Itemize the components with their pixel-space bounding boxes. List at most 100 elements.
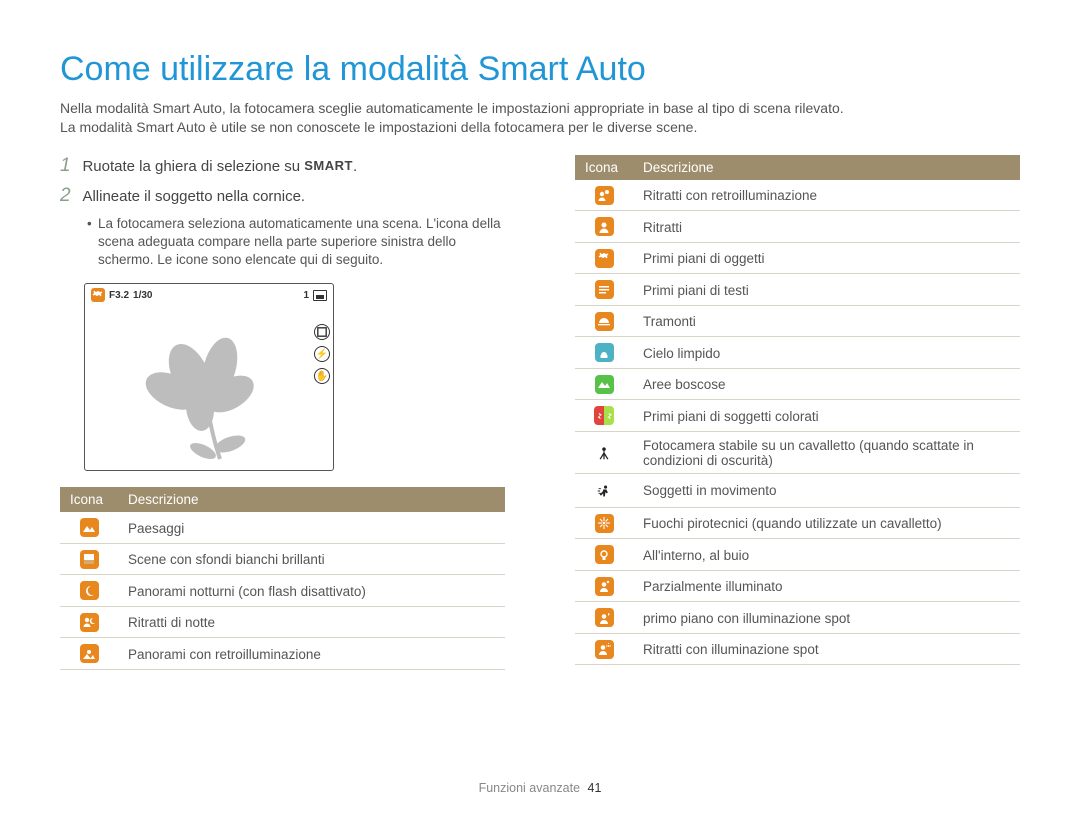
whitebg-icon — [80, 550, 99, 569]
smart-mode-label: SMART — [304, 158, 353, 173]
right-column: Icona Descrizione Ritratti con retroillu… — [575, 155, 1020, 670]
row-icon-cell — [575, 602, 633, 634]
table-row: Aree boscose — [575, 368, 1020, 400]
table-header-icon: Icona — [60, 487, 118, 512]
row-desc-cell: Ritratti con illuminazione spot — [633, 633, 1020, 665]
scene-indicator-icon — [91, 288, 105, 302]
portrait-icon — [595, 217, 614, 236]
row-desc-cell: Paesaggi — [118, 512, 505, 543]
row-desc-cell: Cielo limpido — [633, 337, 1020, 369]
step-2-bullet: La fotocamera seleziona automaticamente … — [60, 215, 505, 270]
row-desc-cell: Fuochi pirotecnici (quando utilizzate un… — [633, 507, 1020, 539]
row-icon-cell — [575, 211, 633, 243]
row-icon-cell — [60, 638, 118, 670]
intro-line1: Nella modalità Smart Auto, la fotocamera… — [60, 100, 844, 116]
row-desc-cell: Parzialmente illuminato — [633, 570, 1020, 602]
table-row: Ritratti di notte — [60, 606, 505, 638]
page-footer: Funzioni avanzate 41 — [0, 781, 1080, 795]
table-row: Fotocamera stabile su un cavalletto (qua… — [575, 431, 1020, 473]
left-column: 1 Ruotate la ghiera di selezione su SMAR… — [60, 155, 505, 670]
intro-text: Nella modalità Smart Auto, la fotocamera… — [60, 99, 1020, 137]
table-header-desc: Descrizione — [118, 487, 505, 512]
aperture-value: F3.2 — [109, 290, 129, 301]
table-row: Primi piani di soggetti colorati — [575, 400, 1020, 432]
row-desc-cell: Panorami notturni (con flash disattivato… — [118, 575, 505, 607]
landscape-icon — [80, 518, 99, 537]
step-1-number: 1 — [60, 155, 78, 177]
table-header-icon: Icona — [575, 155, 633, 180]
step-2: 2 Allineate il soggetto nella cornice. — [60, 185, 505, 207]
step-2-text: Allineate il soggetto nella cornice. — [82, 188, 305, 205]
row-desc-cell: Tramonti — [633, 305, 1020, 337]
row-desc-cell: Soggetti in movimento — [633, 473, 1020, 507]
table-row: Tramonti — [575, 305, 1020, 337]
row-desc-cell: Panorami con retroilluminazione — [118, 638, 505, 670]
table-row: Primi piani di testi — [575, 274, 1020, 306]
table-row: Panorami notturni (con flash disattivato… — [60, 575, 505, 607]
row-desc-cell: All'interno, al buio — [633, 539, 1020, 571]
table-row: Parzialmente illuminato — [575, 570, 1020, 602]
backlitport-icon — [595, 186, 614, 205]
page-title: Come utilizzare la modalità Smart Auto — [60, 50, 1020, 89]
shutter-value: 1/30 — [133, 290, 152, 301]
table-row: Fuochi pirotecnici (quando utilizzate un… — [575, 507, 1020, 539]
step-2-number: 2 — [60, 185, 78, 207]
nightpano-icon — [80, 581, 99, 600]
spotport-icon — [595, 640, 614, 659]
row-icon-cell — [575, 368, 633, 400]
stabilizer-icon: ✋ — [314, 368, 330, 384]
flower-silhouette — [130, 329, 290, 464]
table-row: Primi piani di oggetti — [575, 242, 1020, 274]
indoordark-icon — [595, 545, 614, 564]
row-desc-cell: Primi piani di oggetti — [633, 242, 1020, 274]
step-1-text: Ruotate la ghiera di selezione su SMART. — [82, 158, 357, 175]
row-icon-cell — [60, 512, 118, 543]
macro-color-icon — [594, 406, 604, 425]
table-row: Cielo limpido — [575, 337, 1020, 369]
row-icon-cell — [575, 305, 633, 337]
camera-preview: F3.2 1/30 1 ⚡ ✋ — [84, 283, 334, 471]
row-icon-cell — [575, 539, 633, 571]
row-desc-cell: Ritratti di notte — [118, 606, 505, 638]
row-icon-cell — [575, 473, 633, 507]
table-row: Soggetti in movimento — [575, 473, 1020, 507]
footer-page-number: 41 — [588, 781, 602, 795]
table-row: Ritratti con retroilluminazione — [575, 180, 1020, 211]
row-desc-cell: Ritratti con retroilluminazione — [633, 180, 1020, 211]
table-row: primo piano con illuminazione spot — [575, 602, 1020, 634]
partlight-icon — [595, 577, 614, 596]
scene-table-left: Icona Descrizione Paesaggi Scene con sfo… — [60, 487, 505, 670]
row-desc-cell: Aree boscose — [633, 368, 1020, 400]
table-row: All'interno, al buio — [575, 539, 1020, 571]
row-icon-cell — [575, 570, 633, 602]
macrotext-icon — [595, 280, 614, 299]
tripod-icon — [593, 442, 615, 464]
row-desc-cell: Primi piani di testi — [633, 274, 1020, 306]
table-header-desc: Descrizione — [633, 155, 1020, 180]
row-icon-cell — [575, 431, 633, 473]
table-row: Paesaggi — [60, 512, 505, 543]
nightport-icon — [80, 613, 99, 632]
row-icon-cell — [60, 575, 118, 607]
row-icon-cell — [575, 274, 633, 306]
row-desc-cell: Fotocamera stabile su un cavalletto (qua… — [633, 431, 1020, 473]
row-desc-cell: Primi piani di soggetti colorati — [633, 400, 1020, 432]
intro-line2: La modalità Smart Auto è utile se non co… — [60, 119, 697, 135]
step-1: 1 Ruotate la ghiera di selezione su SMAR… — [60, 155, 505, 177]
table-row: Ritratti — [575, 211, 1020, 243]
clearsky-icon — [595, 343, 614, 362]
macro-color-icon — [604, 406, 614, 425]
row-icon-cell — [60, 543, 118, 575]
backlitpano-icon — [80, 644, 99, 663]
camera-side-icons: ⚡ ✋ — [314, 324, 330, 384]
forest-icon — [595, 375, 614, 394]
row-icon-cell — [575, 337, 633, 369]
flash-mode-icon: ⚡ — [314, 346, 330, 362]
motion-icon — [593, 480, 615, 502]
row-icon-cell — [575, 507, 633, 539]
fireworks-icon — [595, 514, 614, 533]
table-row: Panorami con retroilluminazione — [60, 638, 505, 670]
table-row: Scene con sfondi bianchi brillanti — [60, 543, 505, 575]
table-row: Ritratti con illuminazione spot — [575, 633, 1020, 665]
row-desc-cell: Ritratti — [633, 211, 1020, 243]
